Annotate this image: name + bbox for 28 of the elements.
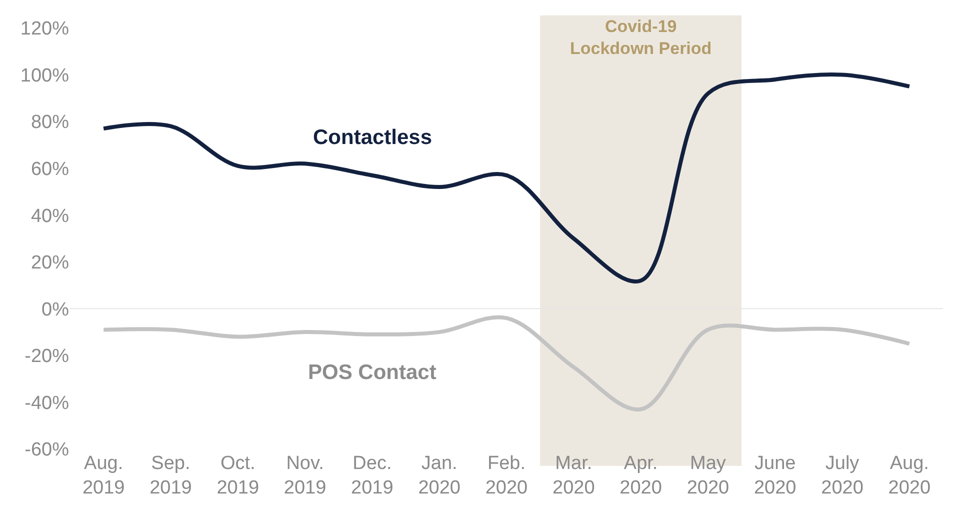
x-tick-label: July 2020 <box>821 453 864 499</box>
x-tick-label: Apr. 2020 <box>620 453 662 499</box>
y-tick-label: -60% <box>24 440 70 461</box>
y-tick-label: 60% <box>30 158 70 180</box>
series-label: POS Contact <box>308 361 436 384</box>
line-series <box>102 72 912 284</box>
x-tick-label: Sep. 2019 <box>150 453 192 499</box>
y-tick-label: 20% <box>30 252 70 274</box>
y-tick-label: 80% <box>30 112 70 134</box>
y-tick-label: 0% <box>42 299 70 320</box>
y-tick-label: -40% <box>24 392 70 414</box>
x-tick-label: Mar. 2020 <box>552 453 595 499</box>
x-tick-label: Aug. 2020 <box>888 453 931 499</box>
y-tick-label: 120% <box>20 18 70 40</box>
band-label: Covid-19 Lockdown Period <box>570 17 712 58</box>
y-tick-label: 100% <box>20 65 70 86</box>
series-label: Contactless <box>313 126 432 149</box>
x-tick-label: May 2020 <box>686 453 730 499</box>
x-tick-label: Nov. 2019 <box>284 453 326 499</box>
y-tick-label: -20% <box>24 346 70 368</box>
x-tick-label: Dec. 2019 <box>351 453 394 499</box>
x-tick-label: Jan. 2020 <box>418 453 460 499</box>
x-tick-label: Feb. 2020 <box>485 453 528 499</box>
y-tick-label: 40% <box>30 206 70 227</box>
line-series <box>102 315 912 412</box>
x-tick-label: Oct. 2019 <box>216 453 260 499</box>
x-tick-label: June 2020 <box>754 453 796 499</box>
x-tick-label: Aug. 2019 <box>82 453 125 499</box>
